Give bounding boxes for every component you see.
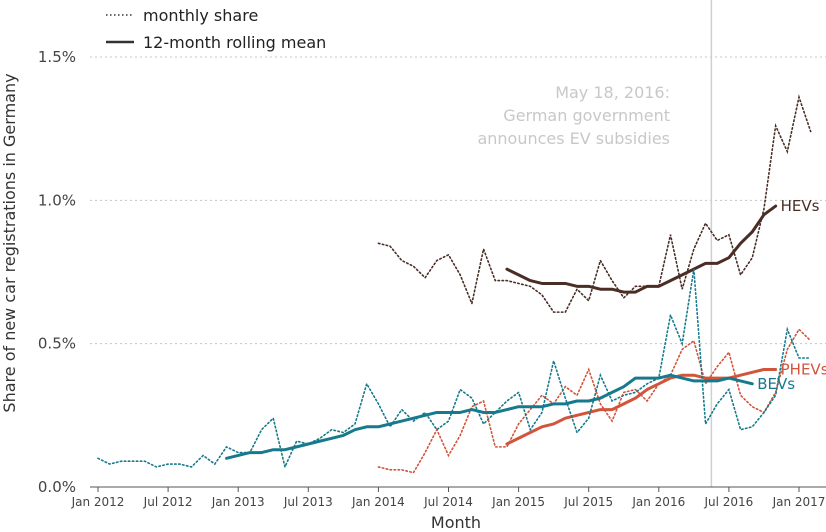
annotation-line-0: May 18, 2016: <box>555 83 670 102</box>
x-tick-label-4: Jan 2014 <box>351 495 405 509</box>
y-axis-title: Share of new car registrations in German… <box>0 73 19 412</box>
bevs-monthly-line <box>97 269 812 470</box>
x-tick-label-5: Jul 2014 <box>423 495 473 509</box>
phevs-monthly-line <box>377 328 812 474</box>
x-tick-label-8: Jan 2016 <box>631 495 685 509</box>
hevs-rolling-line <box>505 204 778 294</box>
x-tick-label-9: Jul 2016 <box>703 495 753 509</box>
plot-area <box>97 94 812 474</box>
hevs-monthly-line <box>377 94 812 313</box>
y-tick-label-2: 1.0% <box>38 191 76 209</box>
legend-label-0: monthly share <box>143 6 258 25</box>
y-tick-label-1: 0.5% <box>38 335 76 353</box>
phevs-label: PHEVs <box>781 360 826 378</box>
x-tick-label-3: Jul 2013 <box>283 495 333 509</box>
y-tick-label-3: 1.5% <box>38 48 76 66</box>
annotation-line-2: announces EV subsidies <box>477 129 670 148</box>
legend: monthly share 12-month rolling mean <box>106 6 326 52</box>
x-tick-label-2: Jan 2013 <box>211 495 265 509</box>
y-tick-label-0: 0.0% <box>38 478 76 496</box>
x-tick-label-1: Jul 2012 <box>143 495 193 509</box>
x-tick-label-0: Jan 2012 <box>71 495 125 509</box>
annotation: May 18, 2016: German government announces … <box>477 0 713 487</box>
x-tick-label-7: Jul 2015 <box>563 495 613 509</box>
x-axis-title: Month <box>431 513 481 532</box>
legend-label-1: 12-month rolling mean <box>143 33 326 52</box>
bevs-rolling-line <box>225 373 754 460</box>
x-tick-label-6: Jan 2015 <box>491 495 545 509</box>
grid <box>90 56 826 345</box>
axes: 0.0% 0.5% 1.0% 1.5% Jan 2012 Jul 2012 Jan 2013… <box>38 48 826 509</box>
annotation-line-1: German government <box>503 106 670 125</box>
hevs-label: HEVs <box>781 197 820 215</box>
bevs-label: BEVs <box>757 375 795 393</box>
x-tick-label-10: Jan 2017 <box>772 495 826 509</box>
